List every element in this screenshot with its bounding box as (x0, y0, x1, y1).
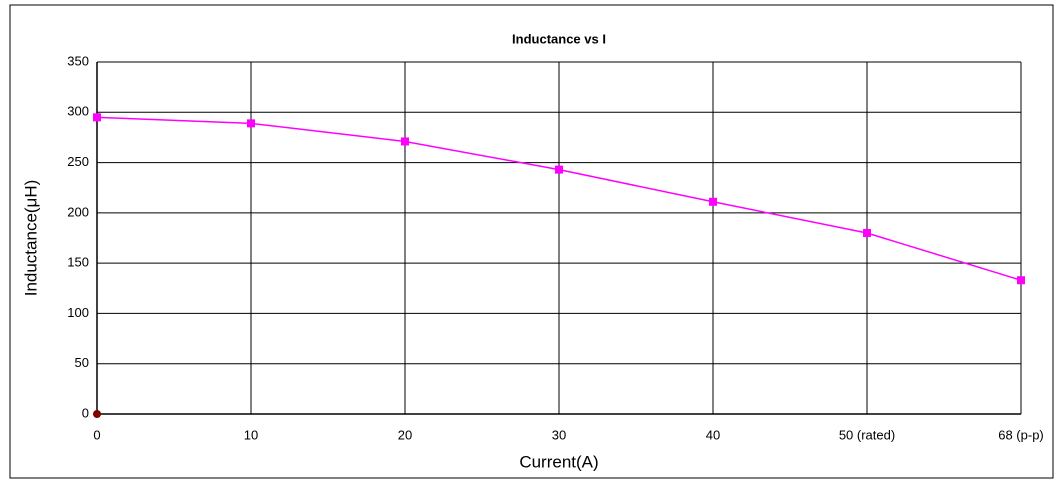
y-axis-label: Inductance(μH) (21, 180, 40, 297)
x-axis-label: Current(A) (519, 452, 598, 471)
y-tick-label: 100 (67, 305, 89, 320)
y-tick-label: 150 (67, 255, 89, 270)
x-tick-label: 50 (rated) (839, 427, 895, 442)
x-tick-label: 20 (398, 427, 412, 442)
y-tick-label: 350 (67, 53, 89, 68)
data-point (93, 410, 101, 418)
data-point (247, 119, 255, 128)
x-tick-label: 30 (552, 427, 566, 442)
y-tick-label: 0 (82, 405, 89, 420)
chart-title: Inductance vs I (512, 31, 606, 46)
chart-frame (9, 4, 1054, 479)
data-point (709, 197, 717, 206)
y-tick-label: 50 (75, 355, 89, 370)
x-tick-label: 68 (p-p) (998, 427, 1044, 442)
data-point (555, 165, 563, 174)
x-tick-label: 0 (93, 427, 100, 442)
data-point (93, 113, 101, 122)
y-tick-label: 250 (67, 154, 89, 169)
data-point (1017, 276, 1025, 285)
x-tick-label: 40 (706, 427, 720, 442)
y-tick-label: 200 (67, 204, 89, 219)
data-point (863, 228, 871, 237)
y-tick-label: 300 (67, 104, 89, 119)
x-tick-label: 10 (244, 427, 258, 442)
data-point (401, 137, 409, 146)
